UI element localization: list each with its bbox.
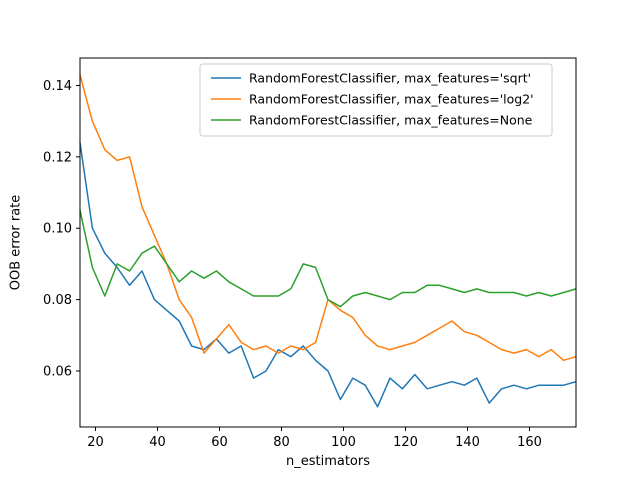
legend-label-1: RandomForestClassifier, max_features='lo… (249, 92, 534, 107)
axes-frame (79, 57, 577, 428)
y-axis-label: OOB error rate (8, 194, 24, 291)
x-tick-label: 140 (455, 435, 480, 450)
x-tick-label: 160 (517, 435, 542, 450)
x-tick-label: 120 (393, 435, 418, 450)
y-tick-label: 0.14 (43, 79, 72, 94)
legend-label-2: RandomForestClassifier, max_features=Non… (249, 113, 533, 128)
y-tick-label: 0.06 (43, 364, 72, 379)
x-tick-label: 20 (87, 435, 104, 450)
x-tick-label: 60 (211, 435, 228, 450)
series-line-0 (79, 142, 577, 408)
legend-box (199, 63, 553, 137)
series-line-2 (79, 210, 577, 308)
x-tick-label: 80 (273, 435, 290, 450)
x-axis-label: n_estimators (285, 454, 371, 469)
y-tick-label: 0.08 (43, 293, 72, 308)
legend-label-0: RandomForestClassifier, max_features='sq… (249, 71, 531, 86)
x-tick-label: 100 (331, 435, 356, 450)
x-tick-label: 40 (149, 435, 166, 450)
y-tick-label: 0.12 (43, 150, 72, 165)
y-tick-label: 0.10 (43, 222, 72, 237)
